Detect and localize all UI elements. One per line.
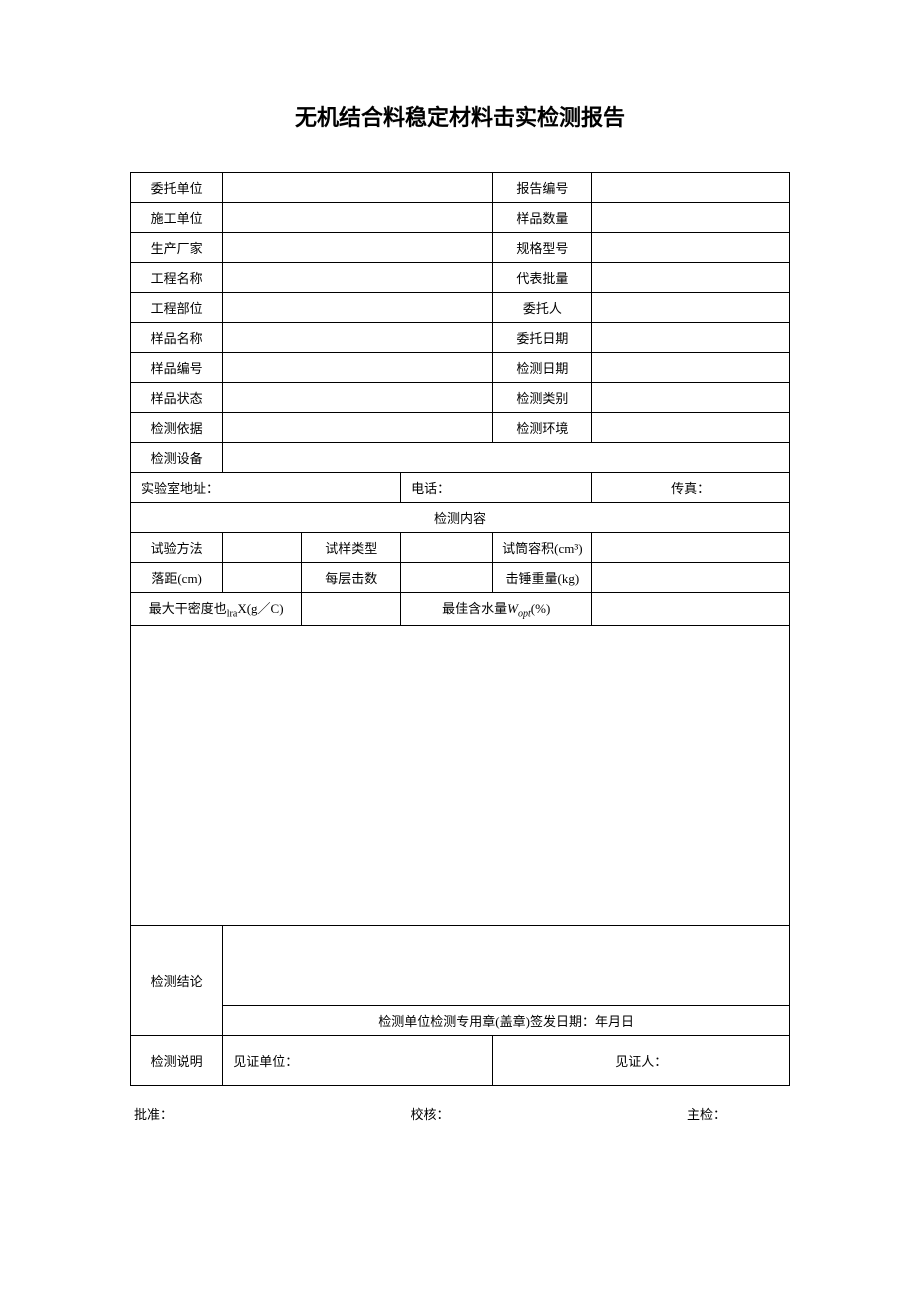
label-approve: 批准： — [134, 1104, 331, 1123]
row-density-water: 最大干密度也lraX(g／C) 最佳含水量Wopt(%) — [131, 593, 790, 626]
value-drop-distance — [223, 563, 302, 593]
value-water-content — [592, 593, 790, 626]
label-client: 委托单位 — [131, 173, 223, 203]
label-water-content: 最佳含水量Wopt(%) — [401, 593, 592, 626]
label-sample-no: 样品编号 — [131, 353, 223, 383]
value-consign-date — [592, 323, 790, 353]
row-lab-contact: 实验室地址： 电话： 传真： — [131, 473, 790, 503]
report-title: 无机结合料稳定材料击实检测报告 — [130, 100, 790, 132]
row-basis: 检测依据 检测环境 — [131, 413, 790, 443]
value-construction — [223, 203, 493, 233]
value-consignor — [592, 293, 790, 323]
label-check: 校核： — [331, 1104, 528, 1123]
row-content-header: 检测内容 — [131, 503, 790, 533]
label-manufacturer: 生产厂家 — [131, 233, 223, 263]
value-sample-state — [223, 383, 493, 413]
label-fax: 传真： — [592, 473, 790, 503]
value-client — [223, 173, 493, 203]
report-table: 委托单位 报告编号 施工单位 样品数量 生产厂家 规格型号 工程名称 代表批量 … — [130, 172, 790, 1086]
row-drop-distance: 落距(cm) 每层击数 击锤重量(kg) — [131, 563, 790, 593]
label-inspect: 主检： — [529, 1104, 786, 1123]
label-batch: 代表批量 — [493, 263, 592, 293]
label-part: 工程部位 — [131, 293, 223, 323]
row-conclusion: 检测结论 — [131, 925, 790, 1005]
label-construction: 施工单位 — [131, 203, 223, 233]
label-phone: 电话： — [401, 473, 592, 503]
label-sample-state: 样品状态 — [131, 383, 223, 413]
label-equipment: 检测设备 — [131, 443, 223, 473]
value-equipment — [223, 443, 790, 473]
value-part — [223, 293, 493, 323]
value-batch — [592, 263, 790, 293]
label-consignor: 委托人 — [493, 293, 592, 323]
value-sample-type — [401, 533, 493, 563]
label-spec: 规格型号 — [493, 233, 592, 263]
row-chart-area — [131, 625, 790, 925]
row-sample-no: 样品编号 检测日期 — [131, 353, 790, 383]
row-project: 工程名称 代表批量 — [131, 263, 790, 293]
label-basis: 检测依据 — [131, 413, 223, 443]
value-report-no — [592, 173, 790, 203]
value-max-density — [302, 593, 401, 626]
row-stamp: 检测单位检测专用章(盖章)签发日期：年月日 — [131, 1005, 790, 1035]
row-construction: 施工单位 样品数量 — [131, 203, 790, 233]
row-equipment: 检测设备 — [131, 443, 790, 473]
label-max-density: 最大干密度也lraX(g／C) — [131, 593, 302, 626]
label-content-header: 检测内容 — [131, 503, 790, 533]
value-sample-qty — [592, 203, 790, 233]
label-blows: 每层击数 — [302, 563, 401, 593]
row-manufacturer: 生产厂家 规格型号 — [131, 233, 790, 263]
label-hammer-weight: 击锤重量(kg) — [493, 563, 592, 593]
label-test-method: 试验方法 — [131, 533, 223, 563]
value-project — [223, 263, 493, 293]
value-test-date — [592, 353, 790, 383]
value-sample-name — [223, 323, 493, 353]
row-sample-state: 样品状态 检测类别 — [131, 383, 790, 413]
label-conclusion: 检测结论 — [131, 925, 223, 1035]
value-manufacturer — [223, 233, 493, 263]
label-project: 工程名称 — [131, 263, 223, 293]
value-test-category — [592, 383, 790, 413]
label-env: 检测环境 — [493, 413, 592, 443]
label-test-date: 检测日期 — [493, 353, 592, 383]
footer: 批准： 校核： 主检： — [130, 1104, 790, 1123]
value-volume — [592, 533, 790, 563]
value-conclusion — [223, 925, 790, 1005]
value-env — [592, 413, 790, 443]
row-client: 委托单位 报告编号 — [131, 173, 790, 203]
row-test-method: 试验方法 试样类型 试筒容积(cm³) — [131, 533, 790, 563]
value-sample-no — [223, 353, 493, 383]
value-test-method — [223, 533, 302, 563]
value-basis — [223, 413, 493, 443]
row-notes: 检测说明 见证单位： 见证人： — [131, 1035, 790, 1085]
label-stamp: 检测单位检测专用章(盖章)签发日期：年月日 — [223, 1005, 790, 1035]
label-consign-date: 委托日期 — [493, 323, 592, 353]
chart-area — [131, 625, 790, 925]
label-lab-addr: 实验室地址： — [131, 473, 401, 503]
label-witness-person: 见证人： — [493, 1035, 790, 1085]
value-spec — [592, 233, 790, 263]
label-sample-qty: 样品数量 — [493, 203, 592, 233]
label-drop-distance: 落距(cm) — [131, 563, 223, 593]
value-blows — [401, 563, 493, 593]
label-sample-type: 试样类型 — [302, 533, 401, 563]
label-test-category: 检测类别 — [493, 383, 592, 413]
row-sample-name: 样品名称 委托日期 — [131, 323, 790, 353]
label-notes: 检测说明 — [131, 1035, 223, 1085]
label-witness-unit: 见证单位： — [223, 1035, 493, 1085]
row-part: 工程部位 委托人 — [131, 293, 790, 323]
value-hammer-weight — [592, 563, 790, 593]
label-sample-name: 样品名称 — [131, 323, 223, 353]
label-report-no: 报告编号 — [493, 173, 592, 203]
label-volume: 试筒容积(cm³) — [493, 533, 592, 563]
